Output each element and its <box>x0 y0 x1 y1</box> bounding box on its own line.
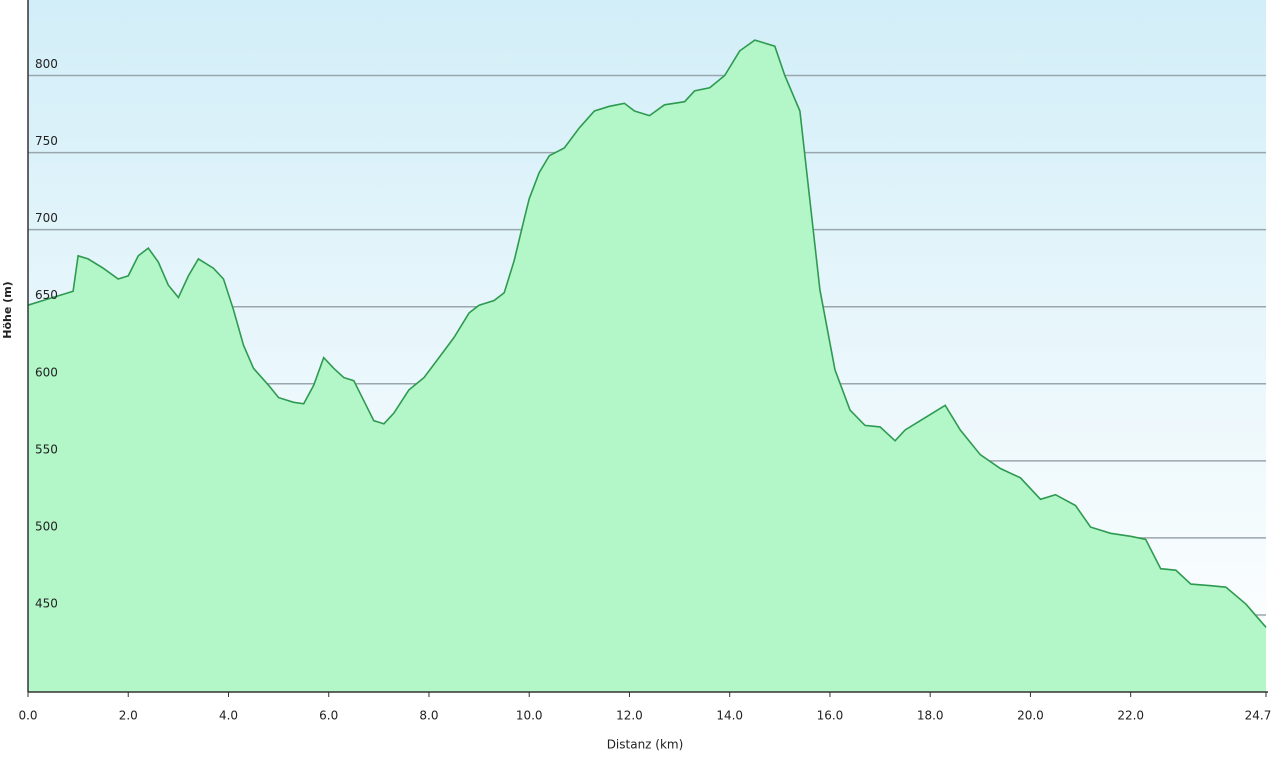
x-tick-label: 16.0 <box>817 709 844 723</box>
y-tick-label: 750 <box>35 134 58 148</box>
x-tick-label: 18.0 <box>917 709 944 723</box>
y-tick-label: 600 <box>35 365 58 379</box>
x-axis-title: Distanz (km) <box>607 738 684 752</box>
x-tick-label: 0.0 <box>18 709 37 723</box>
x-tick-label: 14.0 <box>716 709 743 723</box>
x-tick-label: 10.0 <box>516 709 543 723</box>
x-tick-label: 8.0 <box>419 709 438 723</box>
y-tick-label: 650 <box>35 288 58 302</box>
x-tick-label: 12.0 <box>616 709 643 723</box>
x-tick-label: 6.0 <box>319 709 338 723</box>
y-tick-label: 450 <box>35 596 58 610</box>
x-tick-label: 2.0 <box>119 709 138 723</box>
x-tick-label: 24.7 <box>1245 709 1272 723</box>
y-tick-label: 550 <box>35 442 58 456</box>
x-tick-label: 20.0 <box>1017 709 1044 723</box>
area <box>28 40 1266 693</box>
y-axis-title: Höhe (m) <box>1 281 14 338</box>
y-tick-label: 800 <box>35 57 58 71</box>
y-tick-label: 700 <box>35 211 58 225</box>
line <box>27 39 1267 628</box>
y-tick-label: 500 <box>35 519 58 533</box>
x-tick-label: 4.0 <box>219 709 238 723</box>
x-tick-label: 22.0 <box>1117 709 1144 723</box>
